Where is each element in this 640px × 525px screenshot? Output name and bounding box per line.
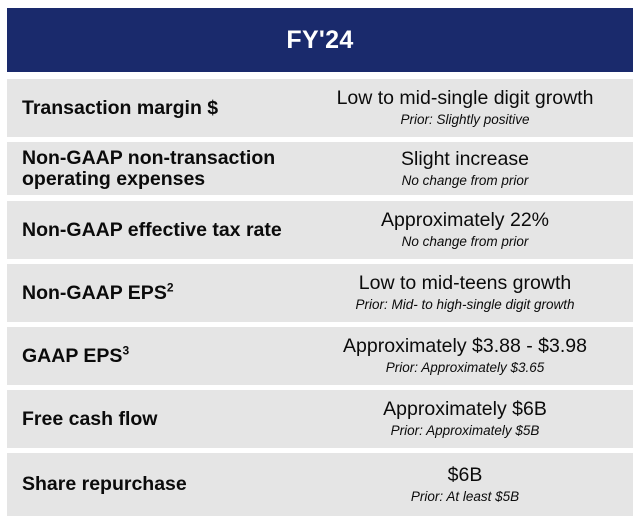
row-guidance: Approximately $6B [383,398,547,420]
row-guidance: Low to mid-teens growth [358,272,572,294]
table-header: FY'24 [7,8,633,72]
row-transaction-margin: Transaction margin $ Low to mid-single d… [7,79,633,137]
row-label: GAAP EPS3 [22,343,130,367]
row-prior-note: Prior: Approximately $5B [390,423,540,438]
row-guidance: Low to mid-single digit growth [336,87,594,109]
row-prior-note: Prior: Mid- to high-single digit growth [355,297,575,312]
row-prior-note: Prior: Slightly positive [400,112,530,127]
row-value: $6B Prior: At least $5B [303,464,633,506]
row-label: Non-GAAP non-transaction operating expen… [22,146,276,190]
row-prior-note: Prior: At least $5B [410,488,520,504]
row-label: Transaction margin $ [22,96,219,119]
row-non-gaap-opex: Non-GAAP non-transaction operating expen… [7,142,633,195]
row-value: Low to mid-teens growth Prior: Mid- to h… [303,272,633,314]
row-label: Non-GAAP effective tax rate [22,218,282,241]
row-guidance: Approximately 22% [381,209,549,231]
header-title: FY'24 [286,25,354,54]
row-prior-note: No change from prior [401,172,529,188]
row-prior-note: Prior: Approximately $3.65 [385,360,545,375]
row-prior-note: No change from prior [401,234,529,249]
row-guidance: $6B [447,463,483,486]
row-value: Slight increase No change from prior [303,148,633,190]
row-value: Approximately 22% No change from prior [303,209,633,251]
row-share-repurchase: Share repurchase $6B Prior: At least $5B [7,453,633,516]
row-value: Approximately $3.88 - $3.98 Prior: Appro… [303,335,633,377]
row-guidance: Slight increase [401,147,529,170]
row-gaap-eps: GAAP EPS3 Approximately $3.88 - $3.98 Pr… [7,327,633,385]
row-non-gaap-eps: Non-GAAP EPS2 Low to mid-teens growth Pr… [7,264,633,322]
row-label: Free cash flow [22,407,158,430]
row-value: Approximately $6B Prior: Approximately $… [303,398,633,440]
row-value: Low to mid-single digit growth Prior: Sl… [303,87,633,129]
row-label: Non-GAAP EPS2 [22,280,174,304]
row-guidance: Approximately $3.88 - $3.98 [343,335,587,357]
row-free-cash-flow: Free cash flow Approximately $6B Prior: … [7,390,633,448]
row-label: Share repurchase [22,473,187,495]
row-non-gaap-tax-rate: Non-GAAP effective tax rate Approximatel… [7,201,633,259]
